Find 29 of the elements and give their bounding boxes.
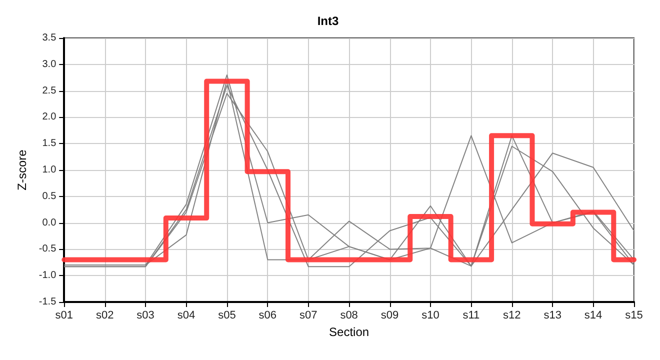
x-axis-title: Section (329, 325, 370, 339)
y-tick-label: 1.5 (42, 138, 57, 150)
x-tick-label: s12 (503, 310, 521, 322)
x-tick-label: s04 (177, 310, 196, 322)
x-tick-label: s15 (625, 310, 643, 322)
y-tick-label: 0.5 (42, 190, 57, 202)
x-tick-label: s05 (218, 310, 236, 322)
y-axis-title: Z-score (15, 149, 29, 190)
y-tick-label: 3.0 (42, 58, 57, 70)
y-tick-label: -0.5 (38, 244, 57, 255)
x-tick-label: s03 (136, 310, 154, 322)
x-tick-label: s11 (462, 310, 480, 322)
x-tick-label: s06 (258, 310, 277, 322)
x-tick-label: s13 (544, 310, 562, 322)
y-tick-label: -1.0 (38, 270, 57, 282)
x-tick-label: s08 (340, 310, 358, 322)
y-tick-label: 3.5 (42, 32, 57, 44)
x-tick-label: s01 (55, 310, 74, 322)
x-tick-label: s09 (380, 310, 399, 322)
y-tick-label: 0.0 (42, 217, 57, 228)
x-tick-label: s07 (299, 310, 318, 322)
y-tick-label: 1.0 (42, 164, 57, 176)
y-tick-label: 2.5 (42, 85, 57, 96)
x-tick-label: s10 (422, 310, 440, 322)
x-tick-label: s02 (96, 310, 114, 322)
y-tick-label: -1.5 (38, 296, 57, 308)
y-tick-label: 2.0 (42, 112, 57, 123)
x-tick-label: s14 (584, 310, 602, 322)
chart-title: Int3 (317, 14, 339, 28)
